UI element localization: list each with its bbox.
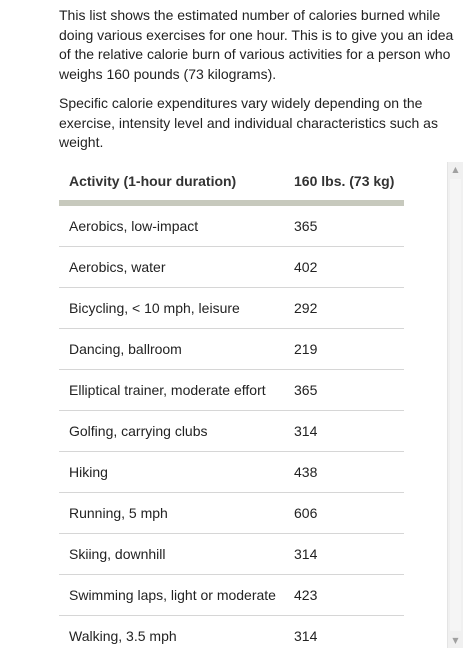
calorie-table: Activity (1-hour duration) 160 lbs. (73 … <box>59 162 404 648</box>
activity-cell: Aerobics, water <box>59 246 284 288</box>
calories-cell: 402 <box>284 246 404 288</box>
scroll-thumb[interactable] <box>450 179 461 631</box>
table-row: Running, 5 mph 606 <box>59 492 404 534</box>
calories-cell: 314 <box>284 533 404 575</box>
activity-cell: Skiing, downhill <box>59 533 284 575</box>
table-row: Aerobics, low-impact 365 <box>59 206 404 247</box>
calories-cell: 314 <box>284 615 404 648</box>
intro-section: This list shows the estimated number of … <box>59 6 459 153</box>
activity-cell: Aerobics, low-impact <box>59 206 284 247</box>
table-row: Hiking 438 <box>59 451 404 493</box>
activity-cell: Dancing, ballroom <box>59 328 284 370</box>
calories-cell: 365 <box>284 369 404 411</box>
activity-cell: Elliptical trainer, moderate effort <box>59 369 284 411</box>
calories-cell: 438 <box>284 451 404 493</box>
scroll-down-icon[interactable]: ▼ <box>452 636 459 645</box>
table-header: Activity (1-hour duration) 160 lbs. (73 … <box>59 162 404 206</box>
table-row: Elliptical trainer, moderate effort 365 <box>59 369 404 411</box>
header-divider <box>59 200 404 206</box>
vertical-scrollbar[interactable]: ▲ ▼ <box>447 162 463 648</box>
activity-cell: Hiking <box>59 451 284 493</box>
activity-cell: Golfing, carrying clubs <box>59 410 284 452</box>
activity-cell: Swimming laps, light or moderate <box>59 574 284 616</box>
calories-cell: 219 <box>284 328 404 370</box>
table-row: Walking, 3.5 mph 314 <box>59 615 404 648</box>
table-row: Dancing, ballroom 219 <box>59 328 404 370</box>
table-row: Bicycling, < 10 mph, leisure 292 <box>59 287 404 329</box>
header-activity: Activity (1-hour duration) <box>69 173 237 189</box>
table-header-row: Activity (1-hour duration) 160 lbs. (73 … <box>59 162 404 200</box>
calories-cell: 606 <box>284 492 404 534</box>
intro-note-paragraph: Specific calorie expenditures vary widel… <box>59 95 438 150</box>
calorie-table-container: Activity (1-hour duration) 160 lbs. (73 … <box>59 162 404 648</box>
calories-cell: 314 <box>284 410 404 452</box>
activity-cell: Running, 5 mph <box>59 492 284 534</box>
activity-cell: Bicycling, < 10 mph, leisure <box>59 287 284 329</box>
scroll-up-icon[interactable]: ▲ <box>452 165 459 174</box>
header-divider-bar <box>59 200 404 206</box>
table-row: Swimming laps, light or moderate 423 <box>59 574 404 616</box>
table-body: Aerobics, low-impact 365 Aerobics, water 40… <box>59 206 404 648</box>
calories-cell: 423 <box>284 574 404 616</box>
header-calories: 160 lbs. (73 kg) <box>294 173 395 189</box>
calories-cell: 365 <box>284 206 404 247</box>
table-row: Aerobics, water 402 <box>59 246 404 288</box>
calories-cell: 292 <box>284 287 404 329</box>
table-row: Skiing, downhill 314 <box>59 533 404 575</box>
intro-paragraph: This list shows the estimated number of … <box>59 7 454 82</box>
activity-cell: Walking, 3.5 mph <box>59 615 284 648</box>
table-row: Golfing, carrying clubs 314 <box>59 410 404 452</box>
